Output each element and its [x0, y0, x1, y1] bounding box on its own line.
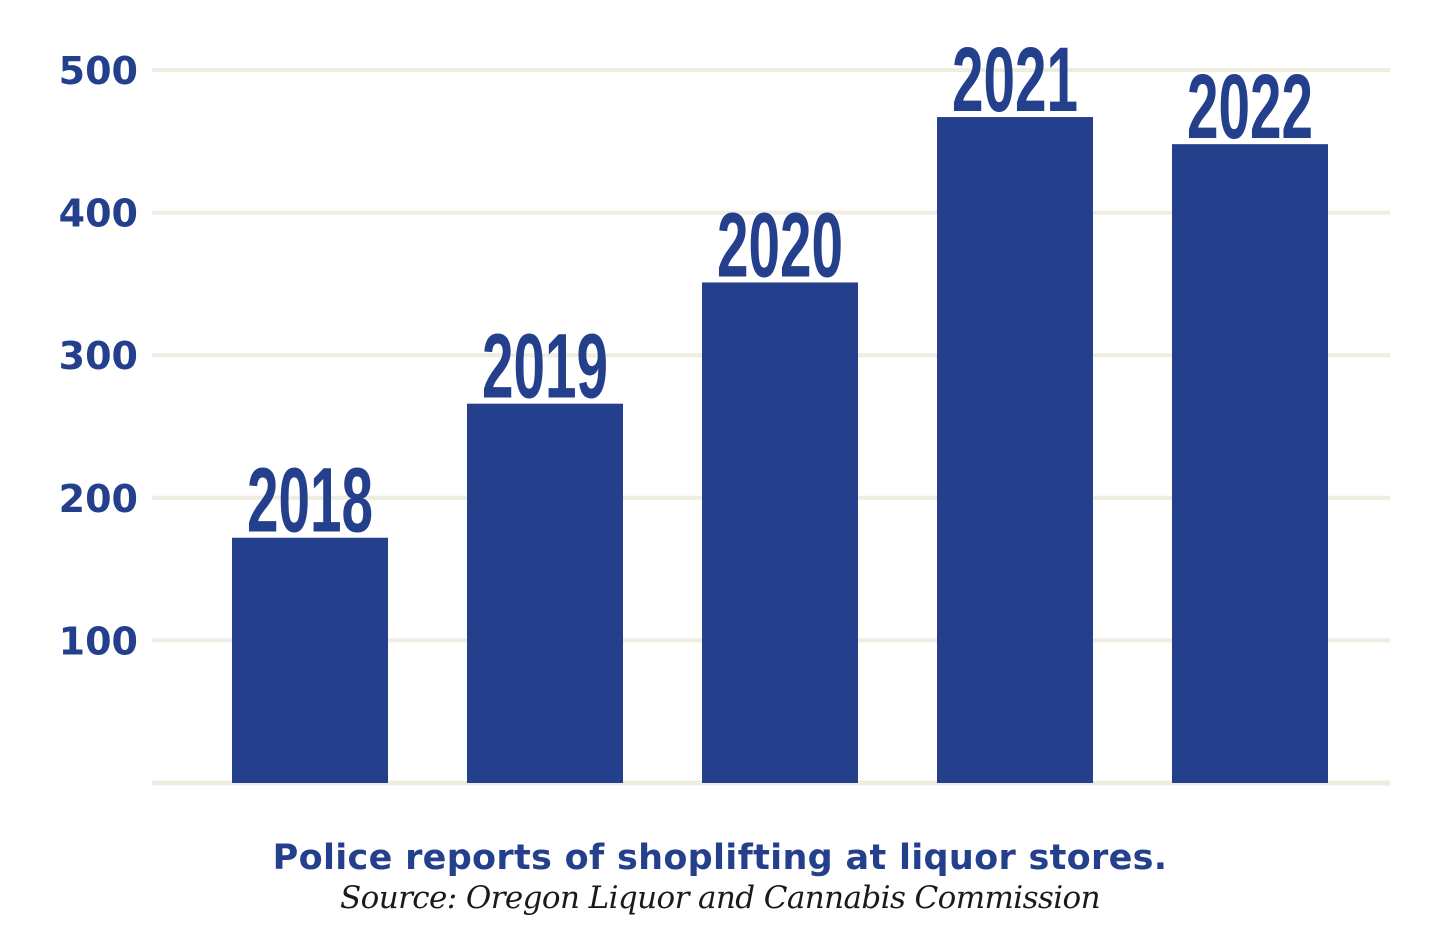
- y-tick-label: 100: [59, 619, 138, 663]
- chart-title: Police reports of shoplifting at liquor …: [272, 838, 1168, 878]
- y-tick-label: 200: [59, 477, 138, 521]
- bar-label-2021: 2021: [952, 29, 1078, 131]
- bars: [232, 117, 1328, 784]
- bar-2022: [1172, 144, 1328, 784]
- bar-chart: 100 200 300 400 500 2018 2019 2020 2021 2022: [59, 29, 1390, 786]
- bar-labels: 2018 2019 2020 2021 2022: [247, 29, 1313, 552]
- bar-2021: [937, 117, 1093, 784]
- bar-label-2020: 2020: [717, 194, 843, 296]
- bar-2019: [467, 403, 623, 783]
- bar-label-2019: 2019: [482, 316, 608, 418]
- bar-label-2018: 2018: [247, 450, 373, 552]
- bar-2018: [232, 537, 388, 783]
- y-tick-label: 400: [59, 192, 138, 236]
- bar-2020: [702, 282, 858, 783]
- chart-source: Source: Oregon Liquor and Cannabis Commi…: [340, 880, 1101, 916]
- bar-label-2022: 2022: [1187, 56, 1313, 158]
- y-tick-label: 500: [59, 49, 138, 93]
- y-tick-label: 300: [59, 334, 138, 378]
- y-axis-ticks: 100 200 300 400 500: [59, 49, 138, 663]
